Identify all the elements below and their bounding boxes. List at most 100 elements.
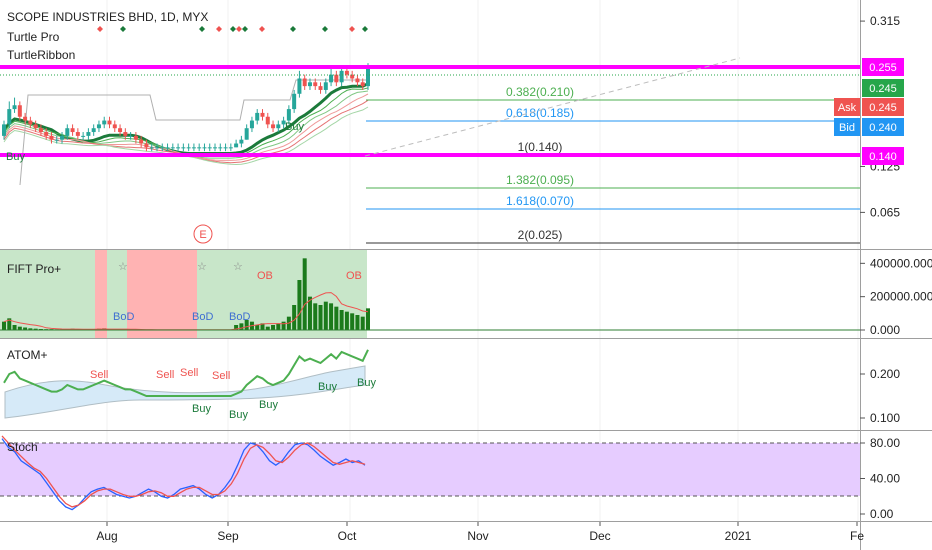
- candle-body: [292, 93, 297, 110]
- candle-body: [329, 74, 334, 83]
- candle-body: [218, 147, 223, 149]
- ribbon-line: [3, 87, 369, 157]
- star-icon-3: ☆: [233, 261, 243, 273]
- candle-body: [302, 78, 307, 87]
- bod-label-1: BoD: [113, 311, 134, 323]
- candle-body: [286, 109, 291, 121]
- fift-bar: [28, 328, 33, 330]
- candle-body: [54, 139, 59, 141]
- candle-body: [139, 139, 144, 144]
- fift-bar: [302, 258, 307, 330]
- candle-body: [244, 128, 249, 140]
- candle-body: [7, 109, 12, 125]
- fift-bar: [366, 308, 370, 330]
- fift-bar: [313, 303, 318, 330]
- fift-bar: [276, 323, 281, 330]
- candle-body: [355, 78, 360, 83]
- candle-body: [181, 147, 186, 149]
- fift-signals: BoD BoD BoD OB OB ☆ ☆ ☆: [113, 261, 362, 323]
- fib-label: 1.382(0.095): [506, 173, 574, 187]
- sell-label-3: Sell: [180, 367, 198, 379]
- time-axis[interactable]: Aug Sep Oct Nov Dec 2021 Fe: [96, 522, 864, 543]
- fib-retracement[interactable]: 0.382(0.210) 0.618(0.185) 1(0.140) 1.382(0.…: [366, 85, 860, 244]
- fift-bar: [334, 306, 339, 330]
- stoch-d-line: [1, 435, 366, 508]
- fift-bar: [239, 323, 244, 330]
- candle-body: [118, 128, 123, 133]
- candle-body: [228, 147, 233, 149]
- candle-body: [297, 78, 302, 94]
- candle-body: [276, 124, 281, 129]
- trend-dashed-line[interactable]: [364, 57, 741, 157]
- fift-bar: [339, 310, 344, 330]
- candle-body: [160, 147, 165, 149]
- time-tick-label: Sep: [217, 529, 239, 543]
- fib-label: 0.382(0.210): [506, 85, 574, 99]
- fift-bar: [344, 311, 349, 330]
- fib-label: 1(0.140): [518, 140, 563, 154]
- candle-body: [86, 132, 91, 136]
- candle-body: [170, 147, 175, 149]
- price-tags: 0.255 0.245 Ask 0.245 Bid 0.240 0.140: [834, 58, 904, 165]
- event-marker-circle[interactable]: [193, 224, 213, 244]
- buy-label-atom-1: Buy: [192, 403, 211, 415]
- price-tag-label: 0.245: [869, 83, 897, 95]
- price-tick-label: 0.315: [870, 14, 900, 28]
- candle-body: [202, 147, 207, 149]
- price-tag: [862, 118, 904, 136]
- candle-body: [313, 82, 318, 87]
- bod-label-2: BoD: [192, 311, 213, 323]
- candle-body: [360, 82, 365, 87]
- candle-body: [23, 116, 28, 121]
- candle-body: [213, 147, 218, 149]
- candle-body: [207, 147, 212, 149]
- price-tag-side-label: Ask: [838, 102, 857, 114]
- fift-tick-label: 0.000: [870, 323, 900, 337]
- candle-body: [191, 147, 196, 149]
- candle-body: [81, 135, 86, 137]
- candle-body: [65, 128, 70, 136]
- atom-cloud: [4, 365, 366, 419]
- candle-body: [149, 147, 154, 149]
- time-tick-label: 2021: [725, 529, 752, 543]
- candle-body: [334, 74, 339, 83]
- stoch-band: [0, 443, 860, 496]
- candle-body: [144, 143, 149, 148]
- star-icon-2: ☆: [197, 261, 207, 273]
- ribbon-line: [3, 93, 369, 161]
- candle-body: [123, 132, 128, 136]
- candle-body: [60, 135, 65, 140]
- sell-label-2: Sell: [156, 369, 174, 381]
- candle-body: [28, 120, 33, 125]
- candle-body: [350, 74, 355, 79]
- candle-body: [165, 147, 170, 149]
- candle-body: [366, 67, 370, 87]
- candle-body: [176, 147, 181, 149]
- candle-body: [12, 105, 17, 110]
- atom-line: [3, 349, 369, 397]
- stoch-tick-label: 40.00: [870, 472, 900, 486]
- candle-body: [323, 82, 328, 90]
- price-tag-side: [834, 118, 860, 136]
- atom-lines: [3, 349, 369, 397]
- price-tag: [862, 147, 904, 165]
- sell-label-1: Sell: [90, 369, 108, 381]
- fib-label: 0.618(0.185): [506, 106, 574, 120]
- price-tag-side: [834, 98, 860, 116]
- candle-body: [107, 120, 112, 125]
- candle-body: [17, 105, 22, 117]
- candle-body: [318, 86, 323, 90]
- price-tag-label: 0.245: [869, 102, 897, 114]
- indicator-turtle-ribbon: TurtleRibbon: [7, 48, 75, 62]
- atom-tick-label: 0.100: [870, 411, 900, 425]
- time-tick-label: Aug: [96, 529, 117, 543]
- fift-bar: [2, 321, 6, 330]
- fift-bar: [234, 325, 239, 330]
- fift-bar: [271, 325, 276, 330]
- candle-body: [102, 120, 107, 125]
- candle-body: [344, 70, 349, 75]
- candle-body: [75, 132, 80, 136]
